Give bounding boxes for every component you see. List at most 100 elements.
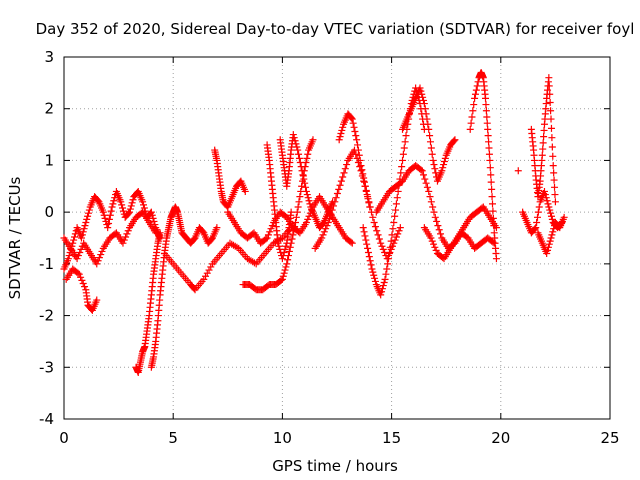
- data-point-arc-12: [337, 177, 345, 185]
- data-point-arc-15: [425, 187, 433, 195]
- data-point-arc-1: [83, 215, 91, 223]
- data-point-arc-22: [545, 240, 553, 248]
- data-point-arc-20: [546, 206, 554, 214]
- data-point-arc-21: [548, 143, 556, 151]
- data-point-arc-17: [430, 240, 438, 248]
- data-point-arc-16: [419, 93, 427, 101]
- data-point-arc-13: [356, 156, 364, 164]
- data-point-arc-14: [401, 138, 409, 146]
- data-point-arc-11: [289, 131, 297, 139]
- data-point-arc-12: [341, 165, 349, 173]
- data-point-arc-1: [69, 239, 77, 247]
- data-point-arc-10: [281, 245, 289, 253]
- data-point-arc-9: [292, 213, 300, 221]
- data-point-arc-11: [292, 140, 300, 148]
- data-point-arc-1: [84, 212, 92, 220]
- data-point-arc-18: [486, 164, 494, 172]
- data-point-arc-1: [150, 217, 158, 225]
- data-point-arc-18: [484, 132, 492, 140]
- data-point-arc-1: [149, 214, 157, 222]
- data-point-arc-22: [544, 246, 552, 254]
- data-point-arc-10: [274, 239, 282, 247]
- data-point-arc-13: [335, 136, 343, 144]
- data-point-arc-9: [283, 260, 291, 268]
- data-point-arc-20: [545, 203, 553, 211]
- data-point-arc-18: [482, 94, 490, 102]
- data-point-arc-8: [264, 231, 272, 239]
- data-point-arc-1: [118, 201, 126, 209]
- data-point-arc-10: [279, 252, 287, 260]
- data-point-arc-2: [76, 248, 84, 256]
- data-point-arc-12: [330, 202, 338, 210]
- data-point-arc-18: [483, 119, 491, 127]
- y-tick-label: -1: [39, 255, 54, 273]
- data-point-arc-18: [489, 214, 497, 222]
- data-point-arc-1: [101, 214, 109, 222]
- data-point-arc-16: [438, 167, 446, 175]
- data-point-arc-14: [360, 228, 368, 236]
- y-tick-label: -3: [39, 358, 54, 376]
- data-point-arc-18: [482, 107, 490, 115]
- data-point-arc-13: [366, 203, 374, 211]
- data-point-arc-14: [365, 253, 373, 261]
- data-point-arc-20: [544, 200, 552, 208]
- data-point-arc-18: [487, 171, 495, 179]
- data-point-arc-16: [423, 115, 431, 123]
- data-point-arc-4: [156, 229, 164, 237]
- data-point-arc-15: [426, 193, 434, 201]
- data-point-arc-13: [358, 166, 366, 174]
- x-tick-label: 20: [491, 429, 510, 447]
- data-point-arc-12: [392, 233, 400, 241]
- data-point-arc-14: [386, 243, 394, 251]
- data-point-arc-1: [105, 215, 113, 223]
- data-point-arc-14: [392, 206, 400, 214]
- data-point-arc-14: [393, 194, 401, 202]
- data-point-arc-12: [379, 245, 387, 253]
- data-point-arc-21: [539, 139, 547, 147]
- data-point-arc-14: [397, 169, 405, 177]
- data-point-arc-14: [378, 285, 386, 293]
- data-point-arc-11: [302, 183, 310, 191]
- data-point-arc-11: [301, 179, 309, 187]
- data-point-arc-21: [550, 169, 558, 177]
- data-point-arc-11: [298, 167, 306, 175]
- data-point-arc-22: [544, 243, 552, 251]
- chart-title: Day 352 of 2020, Sidereal Day-to-day VTE…: [36, 20, 635, 38]
- data-point-arc-1: [117, 198, 125, 206]
- data-point-arc-16: [451, 136, 459, 144]
- data-point-arc-16: [428, 150, 436, 158]
- data-point-arc-12: [374, 231, 382, 239]
- data-point-arc-12: [331, 198, 339, 206]
- data-point-arc-2: [77, 245, 85, 253]
- data-point-arc-2: [120, 236, 128, 244]
- data-point-arc-18: [472, 86, 480, 94]
- data-point-arc-1: [140, 204, 148, 212]
- data-point-arc-9: [279, 272, 287, 280]
- data-point-arc-21: [551, 191, 559, 199]
- data-point-arc-3: [77, 273, 85, 281]
- data-point-arc-11: [299, 171, 307, 179]
- data-point-arc-2: [95, 254, 103, 262]
- data-point-arc-1: [106, 211, 114, 219]
- data-point-arc-3: [75, 270, 83, 278]
- x-tick-label: 15: [382, 429, 401, 447]
- data-point-arc-14: [391, 212, 399, 220]
- x-tick-label: 10: [273, 429, 292, 447]
- data-point-arc-14: [367, 261, 375, 269]
- data-point-arc-18: [490, 222, 498, 230]
- data-point-arc-12: [395, 227, 403, 235]
- data-point-arc-18: [488, 185, 496, 193]
- data-point-arc-1: [125, 209, 133, 217]
- grid-lines: [64, 57, 610, 419]
- data-point-arc-10: [287, 208, 295, 216]
- x-tick-label: 5: [168, 429, 178, 447]
- data-point-arc-16: [430, 161, 438, 169]
- data-point-arc-13: [347, 114, 355, 122]
- data-point-arc-12: [326, 214, 334, 222]
- data-point-arc-18: [484, 125, 492, 133]
- data-point-arc-12: [333, 190, 341, 198]
- data-point-arc-10: [275, 242, 283, 250]
- data-point-arc-7: [241, 187, 249, 195]
- data-point-arc-1: [108, 203, 116, 211]
